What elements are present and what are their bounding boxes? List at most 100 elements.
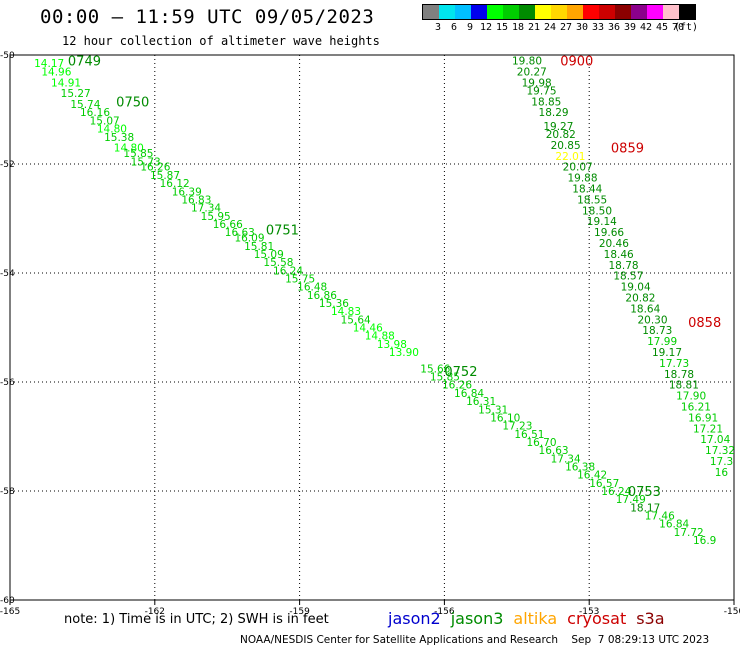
- legend-swatch: [471, 5, 487, 19]
- wave-height-label: 16.48: [297, 282, 327, 294]
- lat-tick-label: -58: [0, 487, 15, 497]
- wave-height-label: 15.95: [201, 211, 231, 223]
- pass-time-label: 0749: [68, 54, 101, 69]
- wave-height-label: 18.64: [630, 303, 660, 315]
- legend-swatch: [663, 5, 679, 19]
- wave-height-label: 19.80: [512, 55, 542, 67]
- wave-height-label: 15.85: [123, 148, 153, 160]
- wave-height-label: 20.82: [546, 129, 576, 141]
- wave-height-label: 16.24: [273, 265, 303, 277]
- legend-swatch: [503, 5, 519, 19]
- wave-height-label: 18.73: [642, 325, 672, 337]
- wave-height-label: 16.10: [490, 412, 520, 424]
- legend-label: 18: [511, 22, 525, 33]
- wave-height-label: 15.74: [70, 99, 100, 111]
- legend-label: 30: [575, 22, 589, 33]
- wave-height-label: 16.26: [442, 380, 472, 392]
- legend-swatch: [439, 5, 455, 19]
- lon-tick-label: -162: [145, 607, 165, 617]
- legend-label: 33: [591, 22, 605, 33]
- wave-height-label: 17.21: [693, 423, 723, 435]
- wave-height-label: 15.66: [420, 363, 450, 375]
- color-legend: 3 6 9 12 15 18 21 24 27 30 33 36 39 42 45 70 (ft): [422, 4, 698, 34]
- wave-height-label: 18.17: [630, 502, 660, 514]
- wave-height-label: 14.80: [114, 143, 144, 155]
- legend-swatch: [567, 5, 583, 19]
- wave-height-label: 17.34: [191, 203, 221, 215]
- pass-time-label: 0752: [444, 365, 477, 380]
- legend-color-bar: [422, 4, 696, 20]
- wave-height-label: 16.09: [234, 233, 264, 245]
- legend-label: 27: [559, 22, 573, 33]
- satellite-legend-item: s3a: [636, 609, 665, 628]
- credit-line: NOAA/NESDIS Center for Satellite Applica…: [240, 634, 710, 646]
- wave-height-label: 16.16: [80, 107, 110, 119]
- wave-height-label: 16.24: [601, 486, 631, 498]
- wave-height-label: 14.80: [97, 124, 127, 136]
- wave-height-label: 16.31: [466, 396, 496, 408]
- pass-time-label: 0858: [688, 316, 721, 331]
- wave-height-label: 15.38: [104, 132, 134, 144]
- wave-height-label: 15.07: [90, 115, 120, 127]
- legend-swatch: [487, 5, 503, 19]
- wave-height-label: 18.81: [669, 380, 699, 392]
- wave-height-label: 18.55: [577, 194, 607, 206]
- legend-label: 9: [466, 22, 474, 33]
- wave-height-label: 15.64: [341, 314, 371, 326]
- legend-swatch: [583, 5, 599, 19]
- wave-height-label: 19.98: [522, 77, 552, 89]
- legend-swatch: [615, 5, 631, 19]
- wave-height-label: 16.84: [659, 519, 689, 531]
- satellite-legend-item: cryosat: [567, 609, 627, 628]
- wave-height-label: 15.27: [61, 88, 91, 100]
- wave-height-label: 15.73: [131, 156, 161, 168]
- satellite-legend: jason2 jason3 altika cryosat s3a: [388, 609, 675, 628]
- wave-height-label: 18.85: [531, 96, 561, 108]
- legend-label: 12: [479, 22, 493, 33]
- wave-height-label: 18.57: [613, 271, 643, 283]
- legend-swatch: [647, 5, 663, 19]
- wave-height-label: 15.58: [263, 257, 293, 269]
- legend-label: 36: [607, 22, 621, 33]
- chart-title: 00:00 – 11:59 UTC 09/05/2023: [40, 6, 375, 28]
- lon-tick-label: -165: [0, 607, 20, 617]
- track-layer: 14.1714.9614.9115.2715.7416.1615.0714.80…: [34, 54, 735, 547]
- legend-label: 24: [543, 22, 557, 33]
- wave-height-label: 17.3: [710, 456, 733, 468]
- wave-height-label: 19.14: [587, 216, 617, 228]
- wave-height-label: 20.27: [517, 66, 547, 78]
- wave-height-label: 14.46: [353, 323, 383, 335]
- lat-tick-label: -56: [0, 378, 15, 388]
- legend-swatch: [535, 5, 551, 19]
- wave-height-label: 16.12: [160, 178, 190, 190]
- wave-height-label: 13.90: [389, 347, 419, 359]
- pass-time-label: 0753: [628, 485, 661, 500]
- wave-height-label: 16.21: [681, 402, 711, 414]
- wave-height-label: 16.91: [688, 412, 718, 424]
- wave-height-label: 16.63: [539, 445, 569, 457]
- wave-height-label: 20.85: [551, 140, 581, 152]
- chart-subtitle: 12 hour collection of altimeter wave hei…: [62, 34, 380, 48]
- wave-height-label: 19.66: [594, 227, 624, 239]
- wave-height-label: 16.9: [693, 535, 716, 547]
- wave-height-label: 22.01: [555, 151, 585, 163]
- legend-swatch: [551, 5, 567, 19]
- wave-height-label: 17.04: [700, 434, 730, 446]
- pass-time-label: 0750: [116, 95, 149, 110]
- wave-height-label: 16.86: [307, 290, 337, 302]
- footer-note: note: 1) Time is in UTC; 2) SWH is in fe…: [64, 612, 329, 627]
- wave-height-label: 16.26: [140, 162, 170, 174]
- wave-height-label: 16.84: [454, 388, 484, 400]
- lat-tick-label: -54: [0, 269, 15, 279]
- wave-height-label: 19.04: [621, 282, 651, 294]
- satellite-legend-item: altika: [513, 609, 558, 628]
- wave-height-label: 19.27: [543, 121, 573, 133]
- wave-height-label: 18.46: [604, 249, 634, 261]
- wave-height-label: 15.87: [150, 170, 180, 182]
- wave-height-label: 16.83: [181, 194, 211, 206]
- wave-height-label: 14.17: [34, 58, 64, 70]
- wave-height-label: 17.49: [616, 494, 646, 506]
- lat-tick-label: -60: [0, 596, 15, 606]
- legend-swatch: [599, 5, 615, 19]
